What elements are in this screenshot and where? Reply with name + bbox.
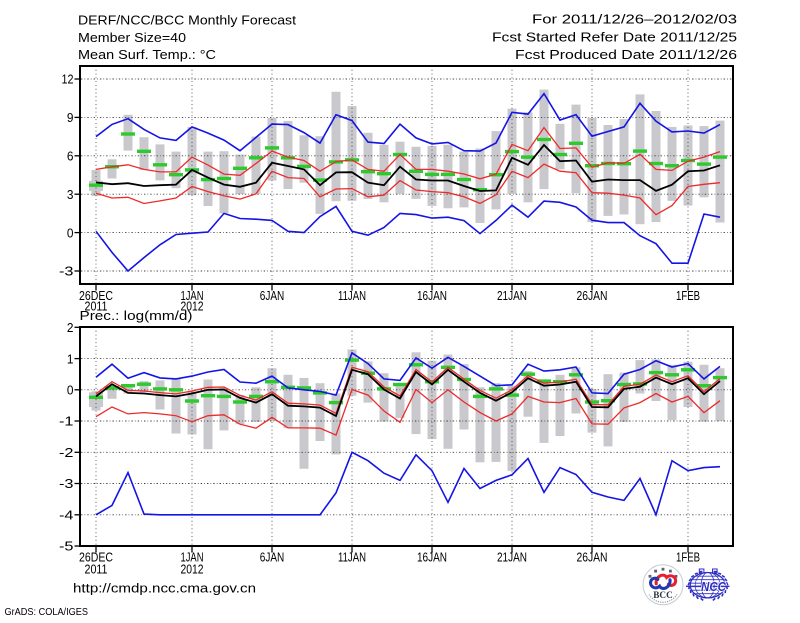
svg-text:6JAN: 6JAN bbox=[260, 550, 285, 565]
svg-text:Fcst Started Refer Date 2011/1: Fcst Started Refer Date 2011/12/25 bbox=[492, 30, 737, 45]
svg-text:21JAN: 21JAN bbox=[497, 288, 527, 303]
svg-text:11JAN: 11JAN bbox=[338, 550, 366, 565]
svg-text:0: 0 bbox=[67, 383, 74, 398]
svg-text:26JAN: 26JAN bbox=[577, 550, 608, 565]
svg-text:For 2011/12/26–2012/02/03: For 2011/12/26–2012/02/03 bbox=[532, 12, 737, 27]
svg-text:1FEB: 1FEB bbox=[676, 288, 700, 303]
svg-text:12: 12 bbox=[62, 72, 74, 87]
svg-text:BCC: BCC bbox=[653, 591, 673, 601]
svg-text:16JAN: 16JAN bbox=[417, 550, 447, 565]
svg-text:http://cmdp.ncc.cma.gov.cn: http://cmdp.ncc.cma.gov.cn bbox=[73, 581, 256, 596]
svg-text:0: 0 bbox=[67, 225, 74, 240]
svg-text:Fcst Produced Date 2011/12/26: Fcst Produced Date 2011/12/26 bbox=[515, 47, 737, 62]
svg-text:2: 2 bbox=[67, 320, 74, 335]
svg-text:Prec.: log(mm/d): Prec.: log(mm/d) bbox=[80, 308, 193, 323]
svg-text:DERF/NCC/BCC Monthly Forecast: DERF/NCC/BCC Monthly Forecast bbox=[78, 13, 296, 28]
svg-text:NCC: NCC bbox=[701, 580, 727, 594]
svg-text:6JAN: 6JAN bbox=[260, 288, 285, 303]
svg-text:2012: 2012 bbox=[181, 562, 204, 577]
svg-text:9: 9 bbox=[67, 110, 74, 125]
svg-text:16JAN: 16JAN bbox=[417, 288, 447, 303]
svg-text:-5: -5 bbox=[59, 539, 74, 554]
svg-text:-2: -2 bbox=[59, 445, 74, 460]
svg-text:2011: 2011 bbox=[85, 562, 108, 577]
svg-text:-3: -3 bbox=[59, 264, 74, 279]
svg-text:-3: -3 bbox=[59, 476, 74, 491]
svg-text:1: 1 bbox=[67, 351, 74, 366]
svg-text:6: 6 bbox=[67, 149, 74, 164]
svg-text:-4: -4 bbox=[59, 507, 74, 522]
svg-text:21JAN: 21JAN bbox=[497, 550, 527, 565]
svg-text:GrADS: COLA/IGES: GrADS: COLA/IGES bbox=[5, 606, 89, 618]
svg-text:26JAN: 26JAN bbox=[577, 288, 608, 303]
svg-text:11JAN: 11JAN bbox=[338, 288, 366, 303]
svg-text:Mean Surf. Temp.: °C: Mean Surf. Temp.: °C bbox=[78, 47, 216, 62]
svg-text:3: 3 bbox=[67, 187, 74, 202]
svg-text:Member Size=40: Member Size=40 bbox=[78, 30, 186, 45]
svg-text:1FEB: 1FEB bbox=[676, 550, 700, 565]
svg-text:-1: -1 bbox=[59, 414, 74, 429]
